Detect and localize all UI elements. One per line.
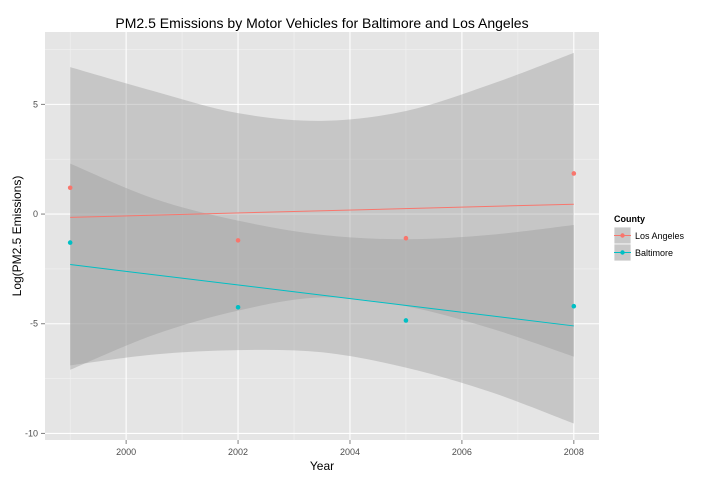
grid-minor — [45, 32, 599, 440]
legend-items: Los Angeles Baltimore — [613, 226, 685, 262]
point-los-angeles — [571, 171, 577, 176]
fit-line-los-angeles — [70, 203, 574, 218]
legend-label-los-angeles: Los Angeles — [635, 231, 685, 241]
x-axis-ticks: 2000 2002 2004 2006 2008 — [116, 440, 584, 457]
fit-lines — [70, 203, 574, 327]
y-tick-label: 5 — [33, 99, 38, 109]
x-tick-label: 2004 — [340, 447, 360, 457]
legend-label-baltimore: Baltimore — [635, 248, 673, 258]
plot-panel — [45, 32, 599, 440]
point-baltimore — [235, 304, 241, 310]
confidence-ribbons — [70, 52, 574, 424]
point-baltimore — [571, 303, 577, 309]
legend-key-point-baltimore — [620, 250, 625, 255]
legend-title: County — [614, 214, 645, 224]
x-tick-label: 2008 — [564, 447, 584, 457]
legend-key-point-los-angeles — [620, 233, 625, 238]
x-tick-label: 2000 — [116, 447, 136, 457]
fit-line-baltimore — [70, 264, 574, 327]
x-tick-label: 2002 — [228, 447, 248, 457]
ci-ribbon-los-angeles — [70, 52, 574, 370]
chart-title: PM2.5 Emissions by Motor Vehicles for Ba… — [115, 15, 528, 31]
y-tick-label: 0 — [33, 209, 38, 219]
y-axis-ticks: -10 -5 0 5 — [25, 99, 45, 438]
point-baltimore — [67, 240, 73, 245]
legend: County Los Angeles Baltimore — [613, 214, 685, 262]
x-axis-title: Year — [310, 459, 334, 473]
point-los-angeles — [67, 185, 73, 191]
point-los-angeles — [403, 235, 409, 241]
ci-ribbon-baltimore — [70, 163, 574, 424]
y-tick-label: -5 — [30, 319, 38, 329]
y-tick-label: -10 — [25, 428, 38, 438]
data-points — [67, 171, 577, 323]
point-los-angeles — [235, 238, 241, 243]
y-axis-title: Log(PM2.5 Emissions) — [10, 176, 24, 297]
grid-major — [45, 32, 599, 440]
x-tick-label: 2006 — [452, 447, 472, 457]
point-baltimore — [403, 318, 409, 323]
